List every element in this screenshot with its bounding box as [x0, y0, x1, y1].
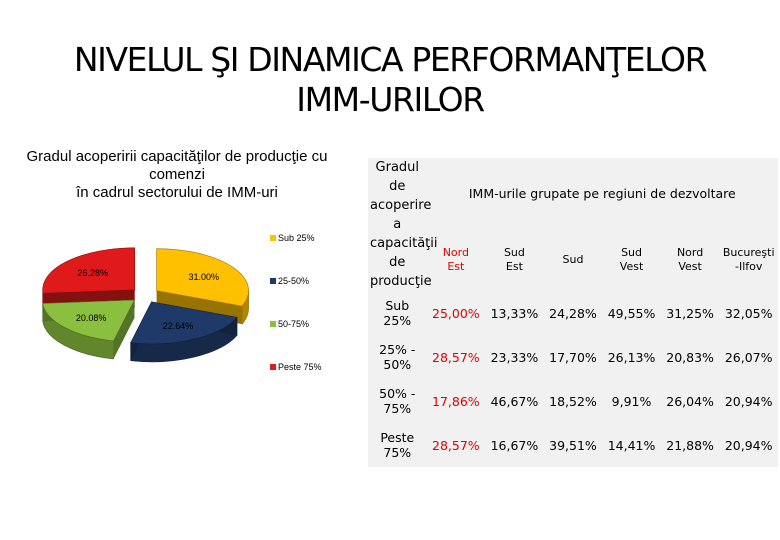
corner-header-line: capacităţii de: [370, 236, 438, 270]
row-label: Sub 25%: [383, 298, 412, 328]
table-cell: 13,33%: [490, 305, 539, 321]
table-cell: 23,33%: [490, 349, 539, 365]
pie-data-label: 26.28%: [78, 268, 109, 278]
table-cell: 21,88%: [666, 437, 714, 453]
pie-slice-top: [130, 301, 238, 345]
table-cell: 28,57%: [432, 349, 480, 365]
legend-label: 50-75%: [278, 319, 309, 329]
table-cell: 18,52%: [549, 393, 597, 409]
pie-chart: 31.00% 22.64% 20.08% 26.28% Sub 25% 25-50% 50-…: [42, 233, 322, 372]
legend-label: Peste 75%: [278, 362, 322, 372]
table-cell: 46,67%: [490, 393, 539, 409]
slide-title-line-1: NIVELUL ŞI DINAMICA PERFORMANŢELOR: [73, 40, 708, 79]
table-cell: 14,41%: [607, 437, 656, 453]
table-cell: 49,55%: [607, 305, 656, 321]
region-header-bucuresti-ilfov: Bucureşti -Ilfov: [719, 229, 778, 291]
pie-chart-panel: Gradul acoperirii capacităţilor de produ…: [0, 140, 354, 430]
table-cell: 20,94%: [724, 437, 773, 453]
table-cell: 9,91%: [611, 393, 652, 409]
table-cell: 26,04%: [666, 393, 714, 409]
table-cell: 24,28%: [549, 305, 597, 321]
table-cell: 26,07%: [724, 349, 773, 365]
corner-header: Gradul de acoperire a capacităţii de pro…: [368, 158, 438, 291]
region-header-word: Nord: [442, 245, 469, 259]
region-header-word: Bucureşti: [722, 245, 775, 259]
chart-title-line-3: în cadrul sectorului de IMM-uri: [76, 184, 278, 201]
pie-data-label: 31.00%: [188, 272, 219, 282]
chart-title-line-2: comenzi: [149, 166, 205, 183]
corner-header-line: acoperire a: [370, 198, 432, 232]
legend-swatch: [270, 321, 276, 327]
table-row: Sub 25% 25,00% 13,33% 24,28% 49,55% 31,2…: [368, 291, 778, 335]
legend-swatch: [270, 364, 276, 370]
legend-label: Sub 25%: [278, 233, 315, 243]
region-header-word: Sud: [562, 252, 584, 266]
region-header-nord-est: Nord Est: [427, 229, 486, 291]
region-header-word: Vest: [678, 259, 702, 273]
table-cell: 17,86%: [432, 393, 480, 409]
legend-swatch: [270, 235, 276, 241]
pie-slice-top: [156, 248, 249, 307]
slide-title: NIVELUL ŞI DINAMICA PERFORMANŢELOR IMM-U…: [0, 40, 780, 120]
table-row: 25% - 50% 28,57% 23,33% 17,70% 26,13% 20…: [368, 335, 778, 379]
row-label: Peste 75%: [380, 430, 415, 460]
table-row: 50% - 75% 17,86% 46,67% 18,52% 9,91% 26,…: [368, 379, 778, 423]
region-header-word: Est: [505, 259, 523, 273]
row-label: 50% - 75%: [379, 386, 416, 416]
corner-header-line: producţie: [370, 274, 432, 289]
table-cell: 17,70%: [549, 349, 597, 365]
table-cell: 16,67%: [490, 437, 539, 453]
region-header-sud-est: Sud Est: [485, 229, 544, 291]
table-cell: 25,00%: [432, 305, 480, 321]
regional-table: Gradul de acoperire a capacităţii de pro…: [368, 158, 778, 467]
table-cell: 32,05%: [724, 305, 773, 321]
table-cell: 28,57%: [432, 437, 480, 453]
corner-header-line: Gradul de: [375, 160, 420, 194]
slide-title-line-2: IMM-URILOR: [296, 80, 485, 119]
region-header-sud-vest: Sud Vest: [602, 229, 661, 291]
region-header-word: Est: [447, 259, 465, 273]
chart-title-line-1: Gradul acoperirii capacităţilor de produ…: [26, 148, 328, 165]
table-cell: 39,51%: [549, 437, 597, 453]
region-header-word: Sud: [503, 245, 525, 259]
pie-slice-2: [130, 301, 238, 363]
table-cell: 31,25%: [666, 305, 714, 321]
chart-title: Gradul acoperirii capacităţilor de produ…: [0, 148, 354, 202]
pie-slice-top: [42, 299, 135, 342]
pie-slice-top: [42, 247, 136, 294]
pie-data-label: 22.64%: [163, 321, 194, 331]
table-row: Peste 75% 28,57% 16,67% 39,51% 14,41% 21…: [368, 423, 778, 467]
region-header-nord-vest: Nord Vest: [661, 229, 720, 291]
pie-slice-3: [42, 299, 135, 360]
region-header-word: -Ilfov: [734, 259, 763, 273]
legend-label: 25-50%: [278, 276, 309, 286]
region-header-word: Vest: [619, 259, 644, 273]
region-header-word: Nord: [676, 245, 704, 259]
legend-swatch: [270, 278, 276, 284]
group-header: IMM-urile grupate pe regiuni de dezvolta…: [468, 185, 736, 201]
pie-data-label: 20.08%: [76, 313, 107, 323]
region-header-sud: Sud: [544, 229, 603, 291]
table-cell: 20,83%: [666, 349, 714, 365]
region-header-word: Sud: [621, 245, 642, 259]
table-cell: 26,13%: [607, 349, 656, 365]
table-cell: 20,94%: [724, 393, 773, 409]
row-label: 25% - 50%: [379, 342, 416, 372]
